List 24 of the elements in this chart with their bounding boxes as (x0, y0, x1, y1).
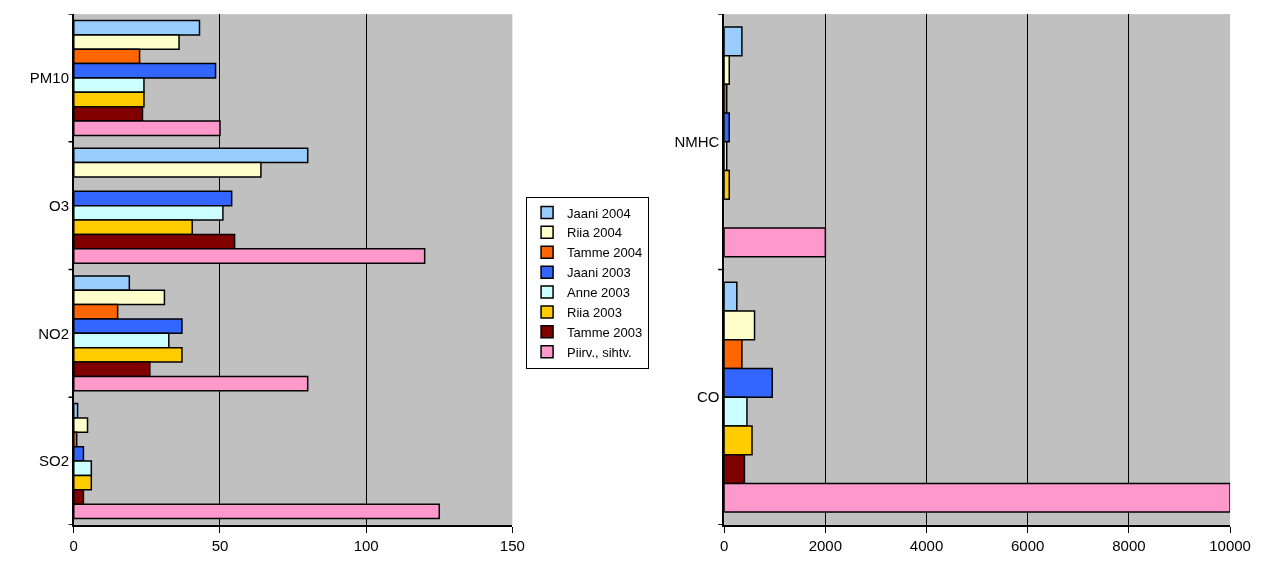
x-tick-label: 6000 (1011, 536, 1045, 554)
x-tick-label: 150 (499, 536, 525, 554)
y-tick-label: NO2 (38, 324, 70, 342)
y-tick-label: O3 (49, 196, 70, 214)
legend-label: Tamme 2004 (567, 245, 643, 261)
x-tick-label: 8000 (1112, 536, 1146, 554)
y-tick-label: PM10 (29, 69, 70, 87)
y-tick-label: CO (696, 388, 720, 406)
x-tick-label: 50 (211, 536, 229, 554)
x-tick-label: 100 (353, 536, 379, 554)
x-tick-label: 0 (69, 536, 78, 554)
x-tick-label: 0 (720, 536, 729, 554)
legend-label: Riia 2003 (567, 305, 623, 321)
y-tick-label: SO2 (39, 452, 70, 470)
x-tick-label: 2000 (808, 536, 843, 554)
legend-label: Tamme 2003 (567, 324, 643, 340)
legend-label: Jaani 2003 (567, 265, 631, 281)
y-tick-label: NMHC (674, 133, 720, 151)
legend-label: Jaani 2004 (567, 205, 631, 221)
legend-label: Anne 2003 (567, 285, 630, 301)
legend-label: Piirv., sihtv. (567, 344, 632, 360)
legend-label: Riia 2004 (567, 225, 623, 241)
x-tick-label: 4000 (909, 536, 944, 554)
x-tick-label: 10000 (1209, 536, 1251, 554)
